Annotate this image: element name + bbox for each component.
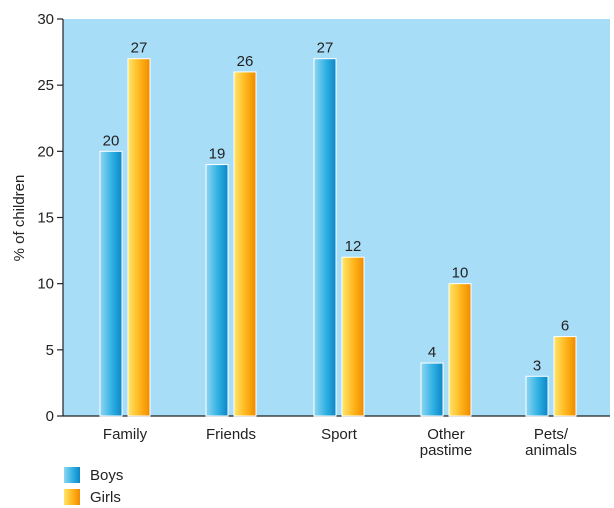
value-label-girls: 27	[131, 40, 148, 57]
legend-swatch-girls	[64, 489, 80, 505]
y-tick-label: 0	[46, 408, 54, 425]
bar-girls	[341, 256, 365, 417]
legend-label-girls: Girls	[90, 488, 121, 506]
bar-boys	[525, 375, 549, 417]
legend-item-boys: Boys	[64, 464, 123, 486]
bar-boys	[313, 58, 337, 417]
x-tick-label: Family	[103, 426, 148, 443]
value-label-boys: 19	[209, 146, 226, 163]
x-tick-label: Other pastime	[420, 426, 473, 459]
bar-boys	[205, 164, 229, 417]
value-label-boys: 20	[103, 132, 120, 149]
bar-boys	[99, 150, 123, 417]
bar-boys	[420, 362, 444, 417]
legend-label-boys: Boys	[90, 466, 124, 484]
legend: Boys Girls	[64, 464, 123, 508]
bar-girls	[448, 283, 472, 417]
x-tick-label: Pets/animals	[525, 426, 577, 459]
value-label-boys: 27	[317, 40, 334, 57]
legend-item-girls: Girls	[64, 486, 123, 508]
value-label-girls: 10	[452, 265, 469, 282]
value-label-girls: 26	[237, 53, 254, 70]
legend-swatch-boys	[64, 467, 80, 483]
value-label-girls: 12	[345, 238, 362, 255]
y-axis-title: % of children	[11, 175, 28, 262]
value-label-girls: 6	[561, 318, 569, 335]
value-label-boys: 3	[533, 357, 541, 374]
bar-girls	[127, 58, 151, 417]
bar-girls	[553, 336, 577, 417]
y-tick-label: 25	[37, 77, 54, 94]
y-tick-label: 20	[37, 143, 54, 160]
bar-girls	[233, 71, 257, 417]
y-tick-label: 15	[37, 210, 54, 227]
y-tick-label: 10	[37, 276, 54, 293]
value-label-boys: 4	[428, 344, 436, 361]
y-tick-label: 5	[46, 342, 54, 359]
x-tick-label: Friends	[206, 426, 256, 443]
y-tick-label: 30	[37, 11, 54, 28]
x-tick-label: Sport	[321, 426, 358, 443]
